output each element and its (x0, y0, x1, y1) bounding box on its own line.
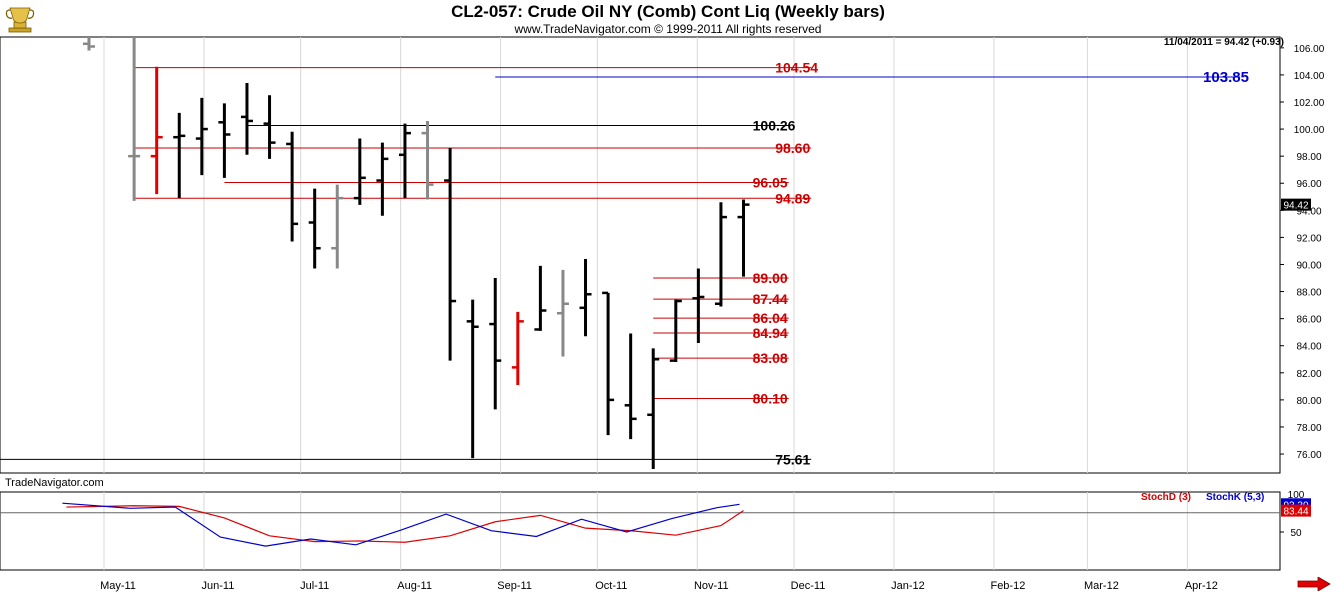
level-label: 87.44 (753, 291, 788, 307)
legend-stochk: StochK (5,3) (1206, 492, 1265, 503)
legend-stochd: StochD (3) (1141, 492, 1191, 503)
level-label: 75.61 (775, 451, 810, 467)
y-tick-label: 96.00 (1296, 179, 1321, 190)
x-tick-label: Dec-11 (791, 580, 826, 592)
x-tick-label: Jul-11 (300, 580, 329, 592)
y-tick-label: 94.00 (1296, 206, 1321, 217)
x-tick-label: Jan-12 (891, 580, 925, 592)
x-tick-label: Jun-11 (202, 580, 235, 592)
x-tick-label: Nov-11 (694, 580, 729, 592)
chart-title: CL2-057: Crude Oil NY (Comb) Cont Liq (W… (451, 2, 885, 21)
y-tick-label: 92.00 (1296, 233, 1321, 244)
chart-subtitle: www.TradeNavigator.com © 1999-2011 All r… (514, 22, 822, 36)
x-tick-label: Mar-12 (1084, 580, 1119, 592)
y-tick-label: 76.00 (1296, 450, 1321, 461)
level-label: 100.26 (753, 118, 796, 134)
y-tick-label: 98.00 (1296, 152, 1321, 163)
stoch-panel (0, 491, 1281, 571)
y-tick-label: 102.00 (1294, 98, 1325, 109)
y-tick-label: 90.00 (1296, 260, 1321, 271)
price-panel (0, 36, 1281, 474)
level-label: 84.94 (753, 325, 788, 341)
level-label: 104.54 (775, 60, 818, 76)
current-price-box (1281, 198, 1311, 211)
stoch-y-tick-label: 50 (1290, 528, 1302, 539)
y-tick-label: 78.00 (1296, 423, 1321, 434)
x-tick-label: Aug-11 (397, 580, 432, 592)
axes-layer: May-11 Jun-11 Jul-11 Aug-11 Sep-11 Oct-11 Nov-… (100, 44, 1325, 592)
y-tick-label: 84.00 (1296, 342, 1321, 353)
last-quote: 11/04/2011 = 94.42 (+0.93) (1163, 37, 1284, 48)
current-price-label: 94.42 (1283, 201, 1308, 212)
x-tick-label: Oct-11 (595, 580, 627, 592)
price-bars (82, 37, 750, 469)
x-tick-label: May-11 (100, 580, 136, 592)
y-tick-label: 80.00 (1296, 396, 1321, 407)
stochastic-panel (0, 502, 1280, 547)
level-label: 94.89 (775, 190, 810, 206)
level-label: 103.85 (1203, 69, 1249, 86)
stoch-y-tick-label: 100 (1288, 490, 1305, 501)
trophy-logo-icon (4, 4, 36, 34)
y-tick-label: 86.00 (1296, 315, 1321, 326)
level-label: 96.05 (753, 175, 788, 191)
level-label: 86.04 (753, 310, 788, 326)
y-tick-label: 88.00 (1296, 288, 1321, 299)
level-label: 83.08 (753, 350, 788, 366)
brand-label: TradeNavigator.com (5, 477, 104, 489)
y-tick-label: 106.00 (1294, 44, 1325, 55)
stochd-value-box (1281, 504, 1311, 517)
stoch-series-line (62, 502, 740, 547)
x-tick-label: Apr-12 (1185, 580, 1218, 592)
stoch-series-line (66, 505, 744, 543)
y-tick-label: 82.00 (1296, 369, 1321, 380)
level-label: 98.60 (775, 140, 810, 156)
x-tick-label: Feb-12 (990, 580, 1025, 592)
right-arrow-icon[interactable] (1297, 576, 1331, 592)
grid-layer (0, 36, 1281, 571)
level-label: 80.10 (753, 391, 788, 407)
stochd-value-label: 83.44 (1283, 507, 1308, 518)
y-tick-label: 100.00 (1294, 125, 1325, 136)
y-tick-label: 104.00 (1294, 71, 1325, 82)
level-label: 89.00 (753, 270, 788, 286)
x-tick-label: Sep-11 (497, 580, 532, 592)
